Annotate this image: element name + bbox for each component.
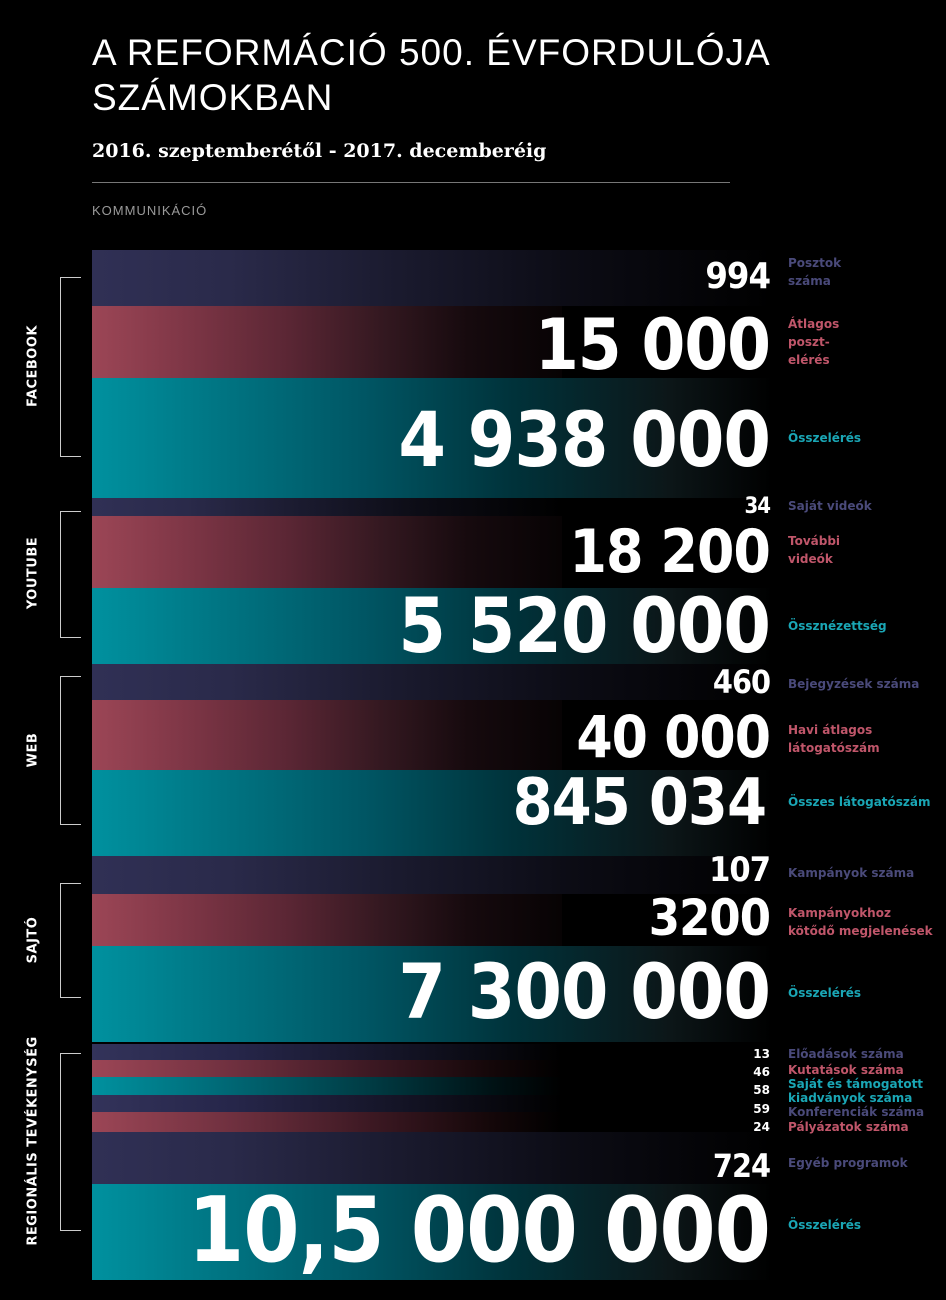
web-entries-bar	[92, 664, 772, 700]
regional-tenders-bar	[92, 1112, 562, 1132]
facebook-posts-label: Posztok száma	[788, 256, 842, 288]
facebook-avg-reach-bar	[92, 306, 562, 378]
web-total-bar	[92, 770, 772, 856]
youtube-views-label: Össznézettség	[788, 619, 887, 633]
regional-lectures-value: 13	[753, 1047, 770, 1061]
facebook-total-reach-label: Összelérés	[788, 431, 862, 445]
youtube-views-value: 5 520 000	[398, 581, 771, 670]
youtube-bracket	[60, 511, 81, 638]
regional-reach-label: Összelérés	[788, 1218, 862, 1232]
regional-research-label: Kutatások száma	[788, 1063, 904, 1077]
regional-lectures-label: Előadások száma	[788, 1047, 904, 1061]
press-bracket	[60, 883, 81, 998]
web-entries-value: 460	[712, 663, 771, 701]
regional-other-bar	[92, 1132, 772, 1184]
regional-research-value: 46	[753, 1065, 770, 1079]
web-group-label: WEB	[25, 732, 41, 768]
regional-lectures-bar	[92, 1044, 562, 1060]
press-campaigns-bar	[92, 856, 772, 894]
press-appearances-bar	[92, 894, 562, 946]
regional-other-label: Egyéb programok	[788, 1156, 908, 1170]
regional-reach-bar	[92, 1184, 772, 1280]
facebook-posts-value: 994	[705, 256, 771, 297]
youtube-own-videos-label: Saját videók	[788, 499, 872, 513]
web-monthly-value: 40 000	[576, 703, 771, 771]
regional-group-label: REGIONÁLIS TEVÉKENYSÉG	[25, 1036, 41, 1246]
web-bracket	[60, 676, 81, 825]
web-monthly-label: Havi átlagos látogatószám	[788, 723, 880, 755]
press-reach-bar	[92, 946, 772, 1042]
regional-other-value: 724	[712, 1147, 771, 1185]
press-reach-label: Összelérés	[788, 986, 862, 1000]
facebook-total-reach-value: 4 938 000	[398, 395, 771, 484]
regional-tenders-label: Pályázatok száma	[788, 1120, 909, 1134]
regional-conferences-value: 59	[753, 1102, 770, 1116]
youtube-more-videos-label: További videók	[788, 534, 841, 566]
press-group-label: SAJTÓ	[25, 916, 41, 964]
facebook-avg-reach-label: Átlagos poszt-elérés	[788, 317, 840, 367]
regional-conferences-bar	[92, 1095, 562, 1112]
page-subtitle: 2016. szeptemberétől - 2017. decemberéig	[92, 140, 547, 162]
regional-conferences-label: Konferenciák száma	[788, 1105, 925, 1119]
regional-publications-value: 58	[753, 1083, 770, 1097]
facebook-total-reach-bar	[92, 378, 772, 498]
section-label: KOMMUNIKÁCIÓ	[92, 203, 208, 218]
youtube-group-label: YOUTUBE	[25, 536, 41, 610]
youtube-more-videos-value: 18 200	[569, 517, 771, 587]
press-campaigns-label: Kampányok száma	[788, 866, 915, 880]
header-divider	[92, 182, 730, 183]
regional-publications-label: Saját és támogatott kiadványok száma	[788, 1077, 924, 1105]
facebook-avg-reach-value: 15 000	[534, 304, 771, 386]
press-appearances-label: Kampányokhoz kötődő megjelenések	[788, 906, 933, 938]
web-total-label: Összes látogatószám	[788, 795, 931, 809]
youtube-own-videos-bar	[92, 498, 562, 516]
press-reach-value: 7 300 000	[398, 947, 771, 1036]
press-campaigns-value: 107	[709, 850, 771, 890]
web-total-value: 845 034	[512, 766, 767, 840]
regional-bracket	[60, 1053, 81, 1231]
web-monthly-bar	[92, 700, 562, 770]
regional-tenders-value: 24	[753, 1120, 770, 1134]
facebook-bracket	[60, 277, 81, 457]
facebook-posts-bar	[92, 250, 772, 306]
youtube-more-videos-bar	[92, 516, 562, 588]
youtube-views-bar	[92, 588, 772, 664]
regional-publications-bar	[92, 1077, 562, 1095]
press-appearances-value: 3200	[648, 889, 771, 947]
page-title: A REFORMÁCIÓ 500. ÉVFORDULÓJA SZÁMOKBAN	[92, 32, 769, 118]
web-entries-label: Bejegyzések száma	[788, 677, 920, 691]
regional-reach-value: 10,5 000 000	[187, 1178, 771, 1283]
regional-research-bar	[92, 1060, 562, 1077]
youtube-own-videos-value: 34	[744, 494, 771, 519]
facebook-group-label: FACEBOOK	[25, 325, 41, 407]
